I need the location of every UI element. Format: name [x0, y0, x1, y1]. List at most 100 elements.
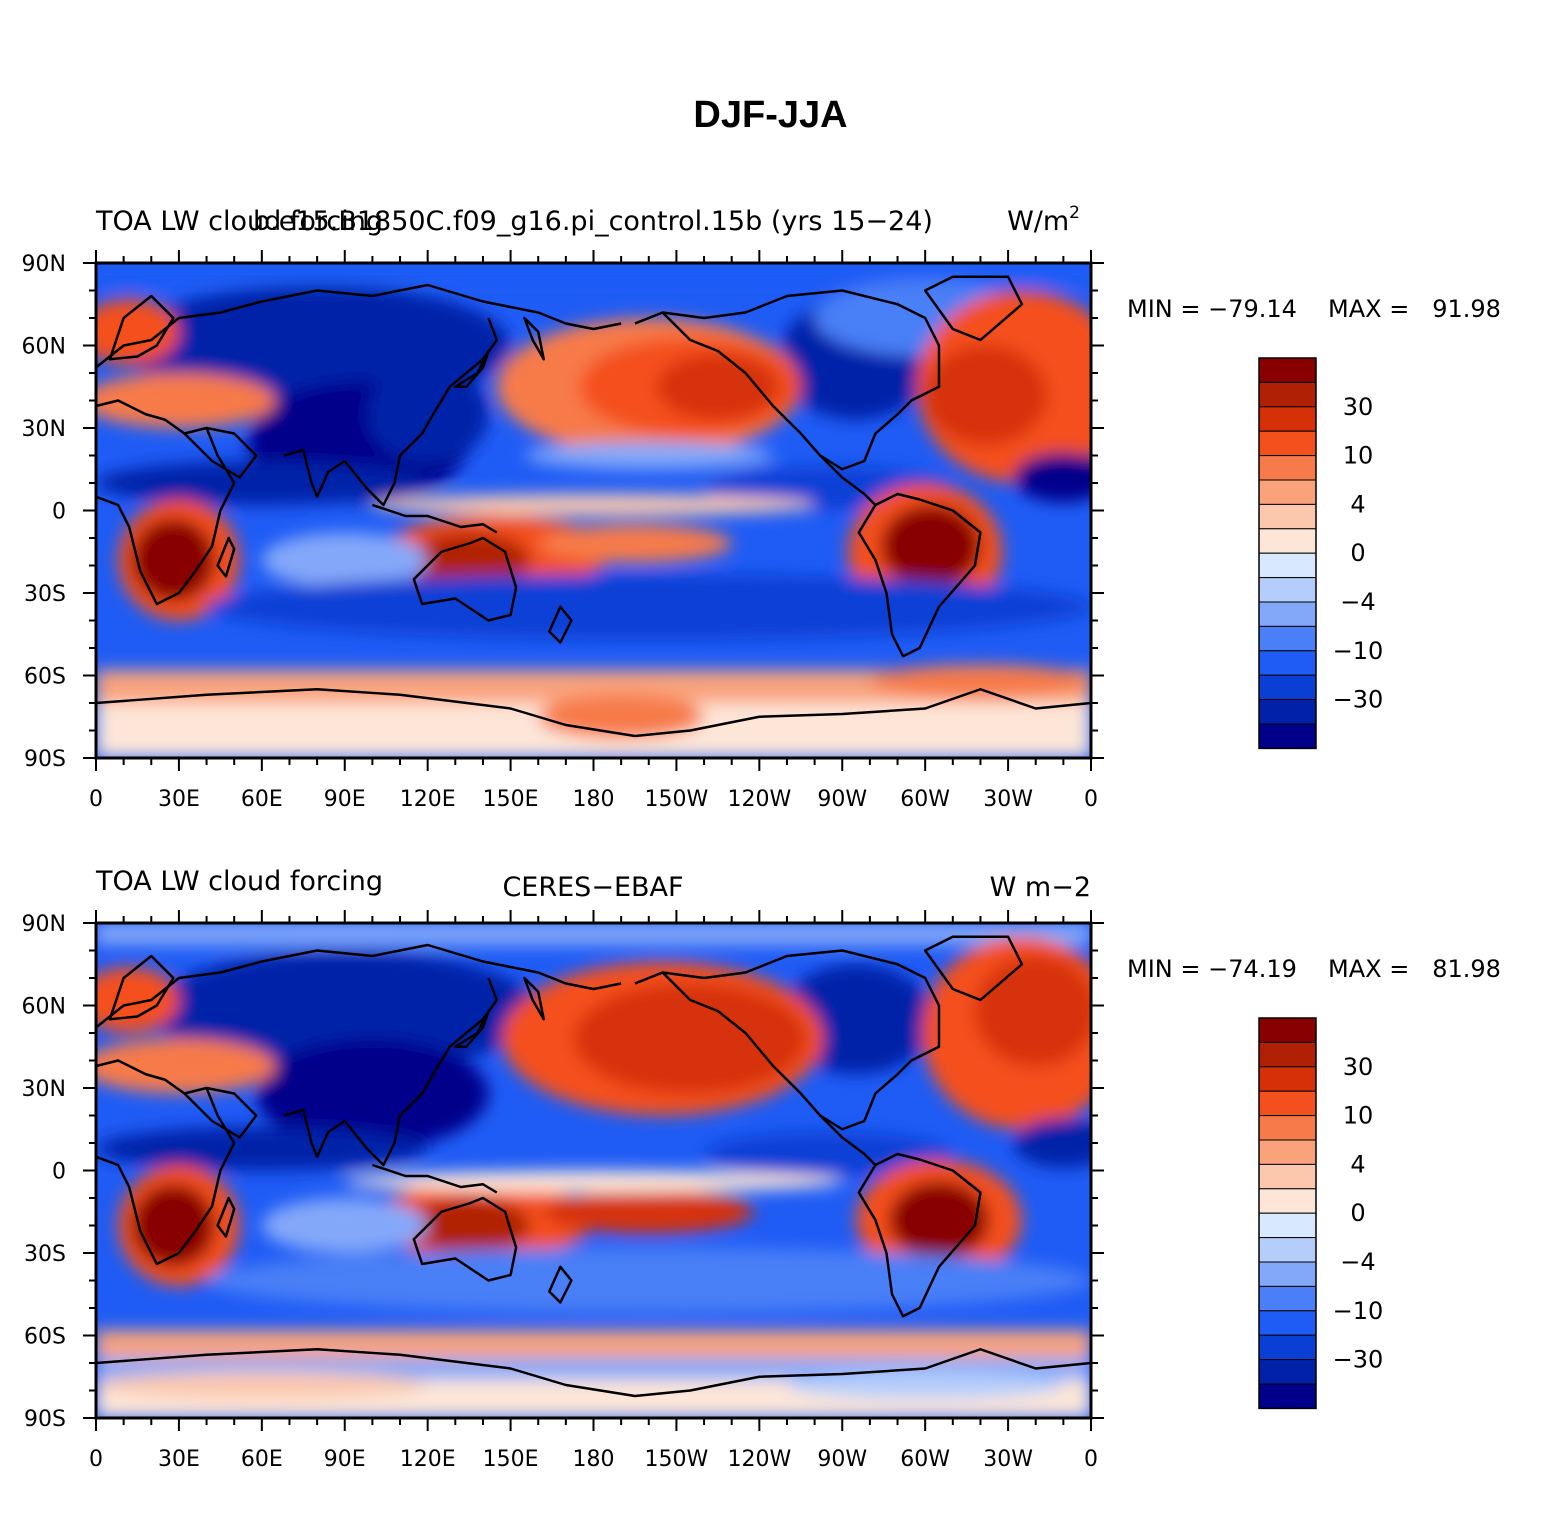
colorbar-frame — [1258, 1017, 1317, 1410]
lon-tick-label: 30E — [158, 1447, 200, 1472]
colorbar-box — [1258, 699, 1317, 725]
colorbar-box — [1258, 1139, 1317, 1165]
colorbar-box — [1258, 1017, 1317, 1043]
colorbar-label: 0 — [1350, 539, 1365, 567]
map-plot-area — [96, 263, 1091, 758]
colorbar-box — [1258, 1188, 1317, 1214]
lat-tick-label: 90N — [22, 252, 66, 277]
lon-tick-label: 150E — [483, 1447, 539, 1472]
lon-tick-label: 0 — [89, 787, 103, 812]
colorbar-box — [1258, 381, 1317, 408]
panel-units: W m−2 — [990, 872, 1091, 903]
colorbar-box — [1258, 1212, 1317, 1239]
min-label: MIN = −74.19 — [1127, 955, 1297, 983]
colorbar-label: 4 — [1350, 490, 1365, 518]
colorbar-box — [1258, 625, 1317, 652]
lat-tick-label: 90N — [22, 912, 66, 937]
lon-tick-label: 150E — [483, 787, 539, 812]
lon-tick-label: 90W — [817, 1447, 867, 1472]
lon-tick-label: 0 — [89, 1447, 103, 1472]
panel-center-title: b.e15.B1850C.f09_g16.pi_control.15b (yrs… — [253, 206, 933, 237]
colorbar-label: −30 — [1333, 686, 1384, 714]
colorbar-box — [1258, 1285, 1317, 1312]
panel-left-title: TOA LW cloud forcing — [95, 206, 383, 237]
lat-axis: 90N 60N 30N 0 30S 60S 90S — [22, 252, 66, 772]
panel-obs: TOA LW cloud forcing CERES−EBAF W m−2 — [22, 866, 1501, 1472]
max-label: MAX = 81.98 — [1328, 955, 1501, 983]
colorbar-label: −30 — [1333, 1346, 1384, 1374]
colorbar-label: −4 — [1340, 1248, 1375, 1276]
lon-axis: 0 30E 60E 90E 120E 150E 180 150W 120W 90W 60W 30W 0 — [89, 1447, 1098, 1472]
max-label: MAX = 91.98 — [1328, 295, 1501, 323]
lat-tick-label: 60N — [22, 995, 66, 1020]
colorbar: 30 10 4 0 −4 −10 −30 — [1258, 1017, 1384, 1410]
lon-tick-label: 60W — [900, 1447, 950, 1472]
colorbar-box — [1258, 503, 1317, 530]
colorbar-box — [1258, 406, 1317, 432]
lon-tick-label: 90W — [817, 787, 867, 812]
min-label: MIN = −79.14 — [1127, 295, 1297, 323]
lat-tick-label: 0 — [52, 500, 66, 525]
lon-tick-label: 180 — [573, 1447, 615, 1472]
lat-tick-label: 0 — [52, 1160, 66, 1185]
colorbar-box — [1258, 430, 1317, 457]
lat-tick-label: 90S — [24, 747, 66, 772]
panel-left-title: TOA LW cloud forcing — [95, 866, 383, 897]
lon-tick-label: 30W — [983, 787, 1033, 812]
colorbar-box — [1258, 1115, 1317, 1141]
colorbar-box — [1258, 479, 1317, 505]
map-ticks — [83, 250, 1104, 771]
lat-tick-label: 30N — [22, 1077, 66, 1102]
colorbar-box — [1258, 650, 1317, 676]
lat-axis: 90N 60N 30N 0 30S 60S 90S — [22, 912, 66, 1432]
lat-tick-label: 60N — [22, 335, 66, 360]
colorbar-box — [1258, 577, 1317, 603]
colorbar-box — [1258, 1383, 1317, 1409]
lon-tick-label: 30E — [158, 787, 200, 812]
colorbar-box — [1258, 1041, 1317, 1068]
lat-tick-label: 90S — [24, 1407, 66, 1432]
colorbar-box — [1258, 1163, 1317, 1190]
colorbar-label: 4 — [1350, 1150, 1365, 1178]
colorbar-box — [1258, 455, 1317, 481]
colorbar-label: −10 — [1333, 637, 1384, 665]
lat-tick-label: 60S — [24, 1325, 66, 1350]
figure-title: DJF-JJA — [693, 94, 848, 136]
lon-tick-label: 120E — [400, 787, 456, 812]
colorbar-label: −10 — [1333, 1297, 1384, 1325]
lat-tick-label: 30N — [22, 417, 66, 442]
colorbar-box — [1258, 552, 1317, 579]
lon-tick-label: 0 — [1084, 1447, 1098, 1472]
lon-tick-label: 60E — [241, 787, 283, 812]
lon-tick-label: 120W — [727, 1447, 791, 1472]
colorbar-label: 0 — [1350, 1199, 1365, 1227]
colorbar: 30 10 4 0 −4 −10 −30 — [1258, 357, 1384, 750]
colorbar-label: 30 — [1343, 1053, 1374, 1081]
panel-model: TOA LW cloud forcing b.e15.B1850C.f09_g1… — [22, 203, 1501, 812]
panel-units: W/m2 — [1007, 203, 1080, 237]
colorbar-box — [1258, 601, 1317, 627]
lat-tick-label: 30S — [24, 1242, 66, 1267]
lon-tick-label: 120W — [727, 787, 791, 812]
colorbar-box — [1258, 674, 1317, 701]
colorbar-box — [1258, 528, 1317, 554]
lat-tick-label: 30S — [24, 582, 66, 607]
colorbar-frame — [1258, 357, 1317, 750]
colorbar-label: −4 — [1340, 588, 1375, 616]
lon-tick-label: 60E — [241, 1447, 283, 1472]
colorbar-box — [1258, 1359, 1317, 1385]
colorbar-label: 30 — [1343, 393, 1374, 421]
colorbar-box — [1258, 1090, 1317, 1117]
panel-center-title: CERES−EBAF — [502, 872, 683, 903]
colorbar-box — [1258, 1310, 1317, 1336]
lon-tick-label: 150W — [645, 787, 709, 812]
map-plot-area — [96, 923, 1091, 1418]
lon-tick-label: 150W — [645, 1447, 709, 1472]
colorbar-box — [1258, 723, 1317, 749]
colorbar-box — [1258, 1066, 1317, 1092]
lon-tick-label: 90E — [324, 1447, 366, 1472]
colorbar-label: 10 — [1343, 1102, 1374, 1130]
colorbar-box — [1258, 1261, 1317, 1287]
lon-tick-label: 180 — [573, 787, 615, 812]
